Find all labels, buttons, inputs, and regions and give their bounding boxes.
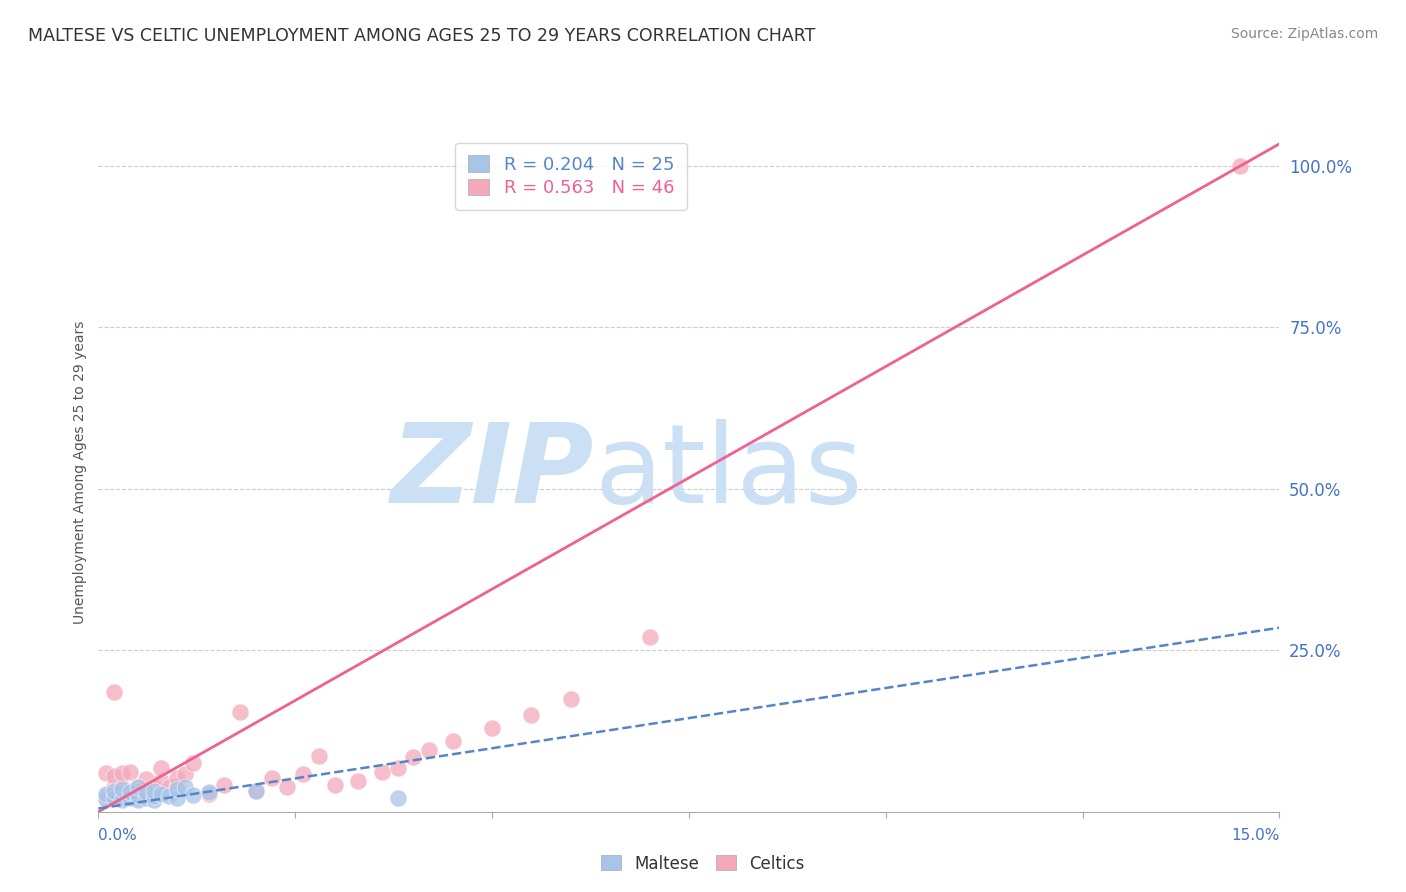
Point — [142, 787, 165, 801]
Point — [1229, 159, 1251, 173]
Point — [111, 780, 134, 794]
Point — [387, 790, 409, 805]
Text: MALTESE VS CELTIC UNEMPLOYMENT AMONG AGES 25 TO 29 YEARS CORRELATION CHART: MALTESE VS CELTIC UNEMPLOYMENT AMONG AGE… — [28, 27, 815, 45]
Point — [111, 766, 134, 780]
Point — [347, 773, 370, 788]
Point — [520, 707, 543, 722]
Point — [103, 685, 125, 699]
Point — [118, 784, 141, 798]
Point — [276, 780, 298, 794]
Point — [96, 792, 118, 806]
Point — [127, 790, 149, 805]
Point — [103, 780, 125, 794]
Point — [135, 790, 157, 805]
Point — [323, 778, 346, 792]
Point — [127, 788, 149, 802]
Point — [127, 780, 149, 794]
Point — [111, 789, 134, 803]
Point — [214, 778, 236, 792]
Text: 15.0%: 15.0% — [1232, 828, 1279, 843]
Point — [96, 787, 118, 801]
Point — [96, 789, 118, 803]
Point — [387, 761, 409, 775]
Point — [150, 773, 173, 788]
Point — [96, 792, 118, 806]
Point — [135, 772, 157, 787]
Point — [197, 785, 219, 799]
Text: ZIP: ZIP — [391, 419, 595, 526]
Point — [181, 756, 204, 771]
Point — [111, 782, 134, 797]
Text: atlas: atlas — [595, 419, 863, 526]
Y-axis label: Unemployment Among Ages 25 to 29 years: Unemployment Among Ages 25 to 29 years — [73, 321, 87, 624]
Point — [174, 767, 197, 781]
Point — [118, 790, 141, 805]
Point — [308, 749, 330, 764]
Point — [142, 793, 165, 807]
Point — [150, 787, 173, 801]
Point — [127, 780, 149, 794]
Point — [418, 743, 440, 757]
Point — [260, 771, 283, 785]
Text: 0.0%: 0.0% — [98, 828, 138, 843]
Point — [96, 766, 118, 780]
Point — [103, 790, 125, 805]
Point — [142, 780, 165, 794]
Point — [481, 721, 503, 735]
Point — [157, 780, 180, 794]
Point — [560, 691, 582, 706]
Point — [142, 784, 165, 798]
Legend: R = 0.204   N = 25, R = 0.563   N = 46: R = 0.204 N = 25, R = 0.563 N = 46 — [456, 143, 686, 210]
Point — [118, 785, 141, 799]
Point — [245, 784, 267, 798]
Point — [245, 784, 267, 798]
Point — [181, 788, 204, 802]
Point — [103, 769, 125, 783]
Point — [371, 764, 394, 779]
Legend: Maltese, Celtics: Maltese, Celtics — [595, 848, 811, 880]
Point — [229, 705, 252, 719]
Point — [441, 733, 464, 747]
Point — [150, 761, 173, 775]
Point — [127, 793, 149, 807]
Point — [402, 749, 425, 764]
Point — [174, 780, 197, 794]
Point — [103, 784, 125, 798]
Point — [166, 771, 188, 785]
Point — [118, 790, 141, 805]
Point — [135, 785, 157, 799]
Text: Source: ZipAtlas.com: Source: ZipAtlas.com — [1230, 27, 1378, 41]
Point — [135, 787, 157, 801]
Point — [638, 631, 661, 645]
Point — [292, 767, 315, 781]
Point — [197, 787, 219, 801]
Point — [166, 779, 188, 793]
Point — [118, 764, 141, 779]
Point — [142, 789, 165, 803]
Point — [111, 793, 134, 807]
Point — [127, 784, 149, 798]
Point — [157, 789, 180, 804]
Point — [166, 782, 188, 797]
Point — [166, 790, 188, 805]
